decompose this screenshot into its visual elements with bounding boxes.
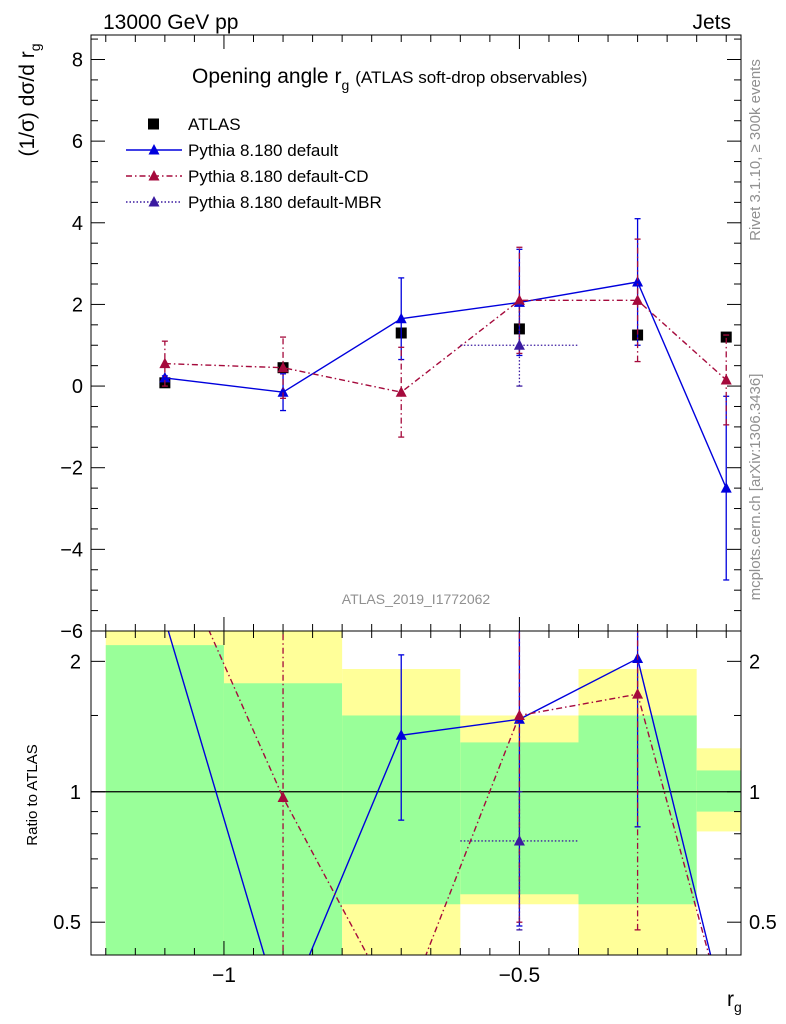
legend-label: Pythia 8.180 default-CD [188,167,369,186]
bottom-ytick-label: 0.5 [53,912,81,934]
bottom-xtick-label: −1 [212,964,236,987]
bottom-ytick-label-right: 1 [749,782,760,804]
xlabel-main: r [727,988,734,1011]
top-ytick-label: 2 [72,294,83,316]
series-3 [460,303,579,387]
ratio-marker-2-0 [513,834,525,846]
marker-3-0 [513,339,525,350]
bottom-xtick-label: −0.5 [499,964,540,987]
top-ytick-label: −6 [60,621,83,643]
top-ytick-label: 0 [72,376,83,398]
legend-label: ATLAS [188,115,241,134]
legend-entry-0: ATLAS [148,115,241,134]
marker-2-4 [632,294,644,305]
band-inner-5 [696,770,741,812]
top-ytick-label: 8 [72,49,83,71]
legend-marker [148,196,160,207]
marker-1-0 [159,371,171,383]
ratio-line-1 [208,631,710,955]
title-extra: (ATLAS soft-drop observables) [355,68,587,87]
top-series [159,218,732,581]
marker-2-5 [720,373,732,385]
bottom-ytick-label: 2 [70,651,81,673]
top-ytick-label: 6 [72,131,83,153]
series-line-1 [164,281,727,489]
top-ylabel: (1/σ) dσ/d rg [16,43,43,156]
legend-marker [148,170,160,181]
bottom-ytick-label-right: 0.5 [749,912,777,934]
series-2 [159,238,732,438]
ratio-series-1 [208,631,710,955]
marker-2-3 [513,294,525,305]
bottom-ylabel: Ratio to ATLAS [24,744,41,845]
ratio-series-2 [460,791,579,931]
xlabel-sub: g [734,999,742,1015]
legend-entry-3: Pythia 8.180 default-MBR [126,193,382,212]
top-ylabel-sub: g [27,43,43,51]
mcplots-label: mcplots.cern.ch [arXiv:1306.3436] [747,374,764,601]
svg-text:rg: rg [727,988,742,1015]
top-ytick-label: 4 [72,213,83,235]
marker-1-2 [395,312,407,324]
legend-entry-2: Pythia 8.180 default-CD [126,167,369,186]
ratio-marker-1-1 [277,791,289,803]
legend-marker [148,144,160,155]
header-left: 13000 GeV pp [103,11,238,34]
uncertainty-bands [91,631,741,955]
ratio-marker-1-4 [632,688,644,699]
bottom-ytick-label-right: 2 [749,651,760,673]
top-ytick-label: −2 [60,458,83,480]
ratio-marker-1-3 [513,709,525,720]
title-sub: g [341,77,349,93]
marker-2-0 [159,357,171,369]
marker-1-4 [632,275,644,287]
tick-labels: −6 −4 −2 0 2 4 6 8 −1 −0.5 0.5 0.5 1 1 2 2 [53,49,777,987]
bottom-ytick-label: 1 [70,782,81,804]
x-axis-title: rg [727,988,742,1015]
atlas-point-5 [720,331,732,343]
marker-2-1 [277,361,289,373]
ratio-series [167,631,712,955]
legend-marker-atlas [148,118,159,130]
ratio-line-0 [167,631,712,955]
svg-text:Opening angle rg(ATLAS soft-dr: Opening angle rg (ATLAS soft-drop observa… [192,65,587,93]
legend-label: Pythia 8.180 default-MBR [188,193,382,212]
ratio-marker-0-2 [395,729,407,740]
top-ylabel-main: (1/σ) dσ/d r [16,51,39,156]
legend-entry-1: Pythia 8.180 default [126,141,339,160]
top-ytick-label: −4 [60,539,83,561]
marker-2-2 [395,386,407,397]
band-inner-0 [105,645,224,955]
svg-text:(1/σ) dσ/d rg: (1/σ) dσ/d rg [16,43,43,156]
series-line-2 [164,299,727,393]
marker-1-1 [277,386,289,397]
series-1 [159,218,732,581]
chart-title: Opening angle rg (ATLAS soft-drop observa… [192,65,587,93]
legend-label: Pythia 8.180 default [188,141,339,160]
marker-1-5 [720,482,732,493]
series-0 [159,323,732,389]
axis-ticks [91,35,741,955]
rivet-label: Rivet 3.1.10, ≥ 300k events [747,59,764,241]
title-main: Opening angle r [192,65,341,88]
analysis-watermark: ATLAS_2019_I1772062 [342,591,491,607]
header-right: Jets [692,11,731,34]
bottom-frame [90,630,742,956]
legend: ATLAS Pythia 8.180 default Pythia 8.180 de… [126,115,382,212]
